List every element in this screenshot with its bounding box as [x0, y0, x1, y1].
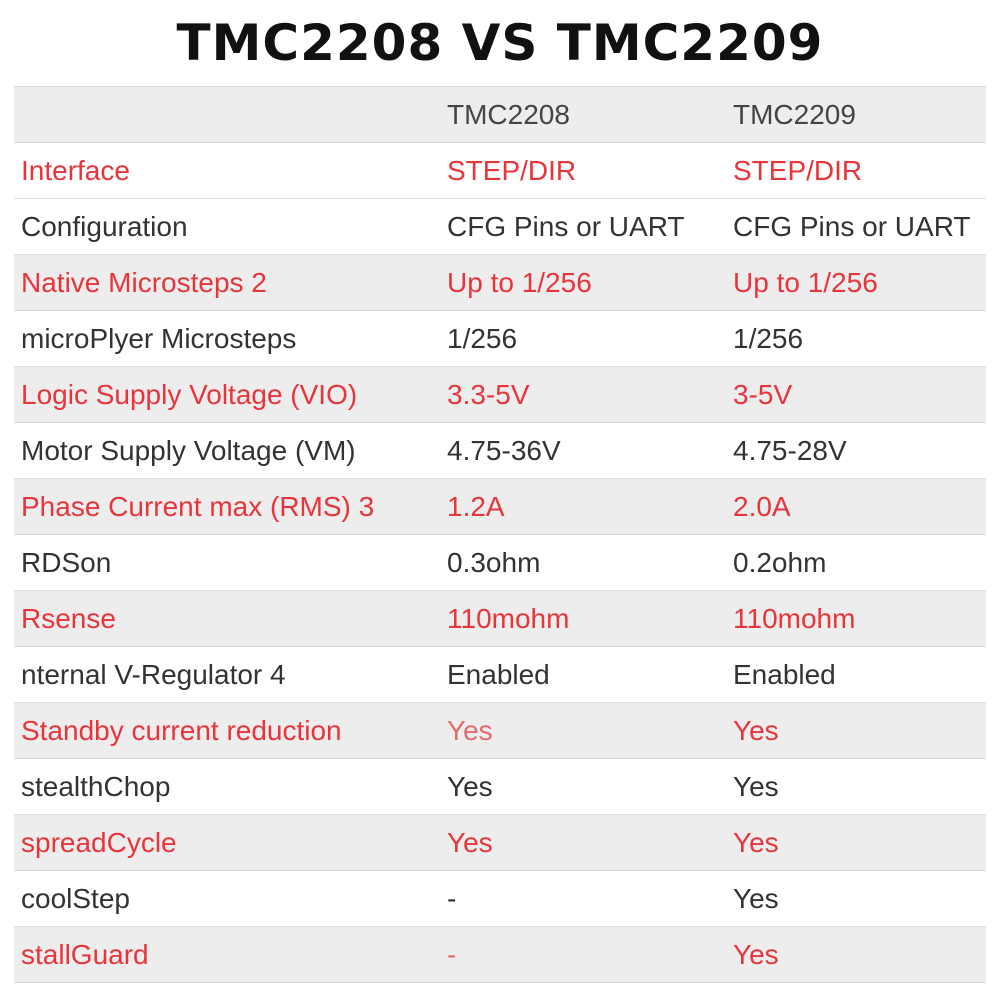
tmc2208-value: Yes	[447, 826, 493, 858]
tmc2208-value: Yes	[447, 770, 493, 802]
page-title: TMC2208 VS TMC2209	[176, 14, 824, 72]
table-row: Configuration CFG Pins or UART CFG Pins …	[14, 199, 986, 255]
table-row: Rsense 110mohm 110mohm	[14, 591, 986, 647]
tmc2209-value: Up to 1/256	[733, 266, 878, 298]
tmc2208-value: STEP/DIR	[447, 154, 577, 186]
tmc2209-value: Yes	[733, 938, 779, 970]
tmc2208-value: -	[447, 938, 457, 970]
table-row: coolStep - Yes	[14, 871, 986, 927]
comparison-table: TMC2208 TMC2209 Interface STEP/DIR STEP/…	[14, 86, 986, 983]
tmc2209-value: Yes	[733, 826, 779, 858]
table-row: Interface STEP/DIR STEP/DIR	[14, 143, 986, 199]
table-row: stealthChop Yes Yes	[14, 759, 986, 815]
table-header-row: TMC2208 TMC2209	[14, 87, 986, 143]
row-label: Phase Current max (RMS) 3	[21, 490, 375, 522]
row-label: stallGuard	[21, 938, 149, 970]
table-row: RDSon 0.3ohm 0.2ohm	[14, 535, 986, 591]
tmc2208-value: CFG Pins or UART	[447, 210, 685, 242]
table-row: stallGuard - Yes	[14, 927, 986, 983]
table-row: spreadCycle Yes Yes	[14, 815, 986, 871]
table-row: Motor Supply Voltage (VM) 4.75-36V 4.75-…	[14, 423, 986, 479]
row-label: microPlyer Microsteps	[21, 322, 297, 354]
row-label: Interface	[21, 154, 130, 186]
tmc2208-value: -	[447, 882, 457, 914]
row-label: coolStep	[21, 882, 130, 914]
tmc2208-value: 110mohm	[447, 602, 570, 634]
row-label: nternal V-Regulator 4	[21, 658, 286, 690]
row-label: Logic Supply Voltage (VIO)	[21, 378, 358, 410]
tmc2209-value: Yes	[733, 770, 779, 802]
table-row: Phase Current max (RMS) 3 1.2A 2.0A	[14, 479, 986, 535]
tmc2209-value: Enabled	[733, 658, 836, 690]
tmc2209-value: Yes	[733, 714, 779, 746]
tmc2209-value: 4.75-28V	[733, 434, 847, 466]
tmc2209-value: 2.0A	[733, 490, 791, 522]
tmc2208-value: 1.2A	[447, 490, 505, 522]
row-label: Standby current reduction	[21, 714, 342, 746]
row-label: Rsense	[21, 602, 116, 634]
tmc2209-value: Yes	[733, 882, 779, 914]
row-label: spreadCycle	[21, 826, 177, 858]
header-tmc2209: TMC2209	[733, 98, 856, 130]
table-row: Logic Supply Voltage (VIO) 3.3-5V 3-5V	[14, 367, 986, 423]
tmc2208-value: Yes	[447, 714, 493, 746]
row-label: RDSon	[21, 546, 112, 578]
tmc2209-value: CFG Pins or UART	[733, 210, 971, 242]
tmc2208-value: Up to 1/256	[447, 266, 592, 298]
tmc2208-value: 0.3ohm	[447, 546, 541, 578]
tmc2209-value: STEP/DIR	[733, 154, 863, 186]
tmc2209-value: 110mohm	[733, 602, 856, 634]
row-label: Native Microsteps 2	[21, 266, 267, 298]
table-row: microPlyer Microsteps 1/256 1/256	[14, 311, 986, 367]
row-label: Motor Supply Voltage (VM)	[21, 434, 356, 466]
tmc2208-value: 4.75-36V	[447, 434, 561, 466]
tmc2209-value: 0.2ohm	[733, 546, 827, 578]
tmc2208-value: 3.3-5V	[447, 378, 530, 410]
table-row: Standby current reduction Yes Yes	[14, 703, 986, 759]
row-label: stealthChop	[21, 770, 171, 802]
table-row: Native Microsteps 2 Up to 1/256 Up to 1/…	[14, 255, 986, 311]
header-tmc2208: TMC2208	[447, 98, 570, 130]
row-label: Configuration	[21, 210, 188, 242]
table-row: nternal V-Regulator 4 Enabled Enabled	[14, 647, 986, 703]
tmc2208-value: 1/256	[447, 322, 518, 354]
tmc2209-value: 1/256	[733, 322, 804, 354]
tmc2208-value: Enabled	[447, 658, 550, 690]
tmc2209-value: 3-5V	[733, 378, 793, 410]
